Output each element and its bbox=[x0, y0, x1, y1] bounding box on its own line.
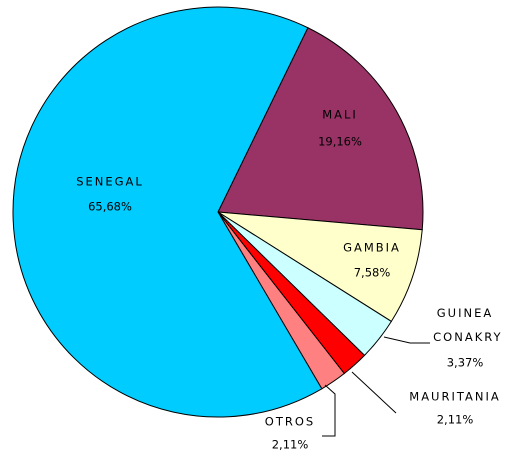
slice-label: SENEGAL bbox=[76, 175, 144, 189]
slice-label: OTROS bbox=[265, 415, 315, 429]
pie-slice bbox=[12, 6, 323, 418]
label-line: GUINEA bbox=[437, 306, 493, 320]
slice-value: 2,11% bbox=[437, 413, 474, 427]
slice-value: 65,68% bbox=[88, 200, 132, 214]
leader-line bbox=[351, 371, 397, 414]
slice-value: 2,11% bbox=[272, 438, 309, 452]
slice-label: MAURITANIA bbox=[409, 390, 500, 404]
leader-line bbox=[383, 336, 430, 344]
slice-value: 7,58% bbox=[354, 266, 391, 280]
slice-value: 19,16% bbox=[318, 135, 362, 149]
pie-slice bbox=[217, 27, 424, 231]
pie-slice bbox=[217, 211, 423, 323]
slice-value: 3,37% bbox=[447, 356, 484, 370]
slice-label: MALI bbox=[322, 108, 358, 122]
slice-label: GAMBIA bbox=[343, 241, 401, 255]
label-line: CONAKRY bbox=[427, 330, 502, 344]
slice-label: GUINEA CONAKRY bbox=[427, 306, 502, 344]
leader-line bbox=[322, 384, 336, 437]
